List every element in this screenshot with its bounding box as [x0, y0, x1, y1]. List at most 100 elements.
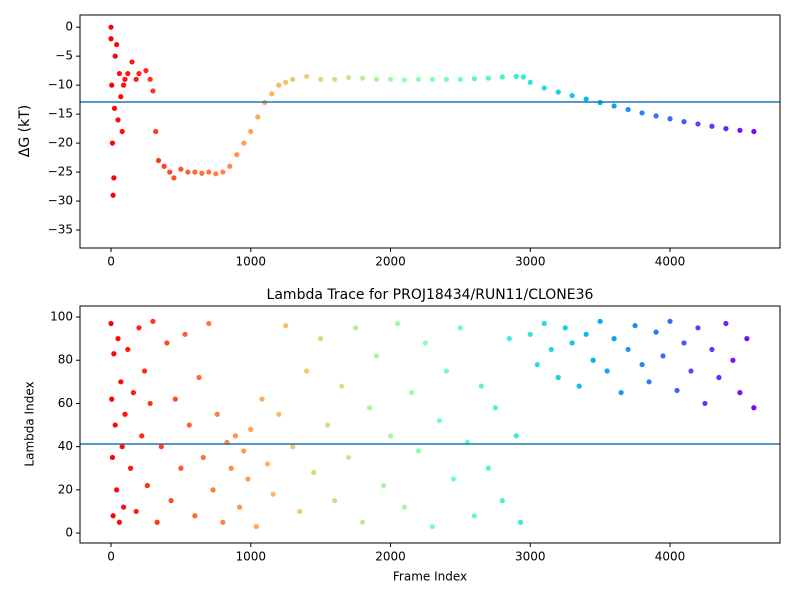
point — [541, 85, 547, 91]
point — [485, 75, 491, 81]
point — [255, 114, 261, 120]
x-tick-label: 1000 — [235, 550, 266, 564]
point — [110, 513, 116, 519]
point — [119, 444, 125, 450]
chart-title: Lambda Trace for PROJ18434/RUN11/CLONE36 — [267, 287, 594, 303]
point — [196, 374, 202, 381]
point — [236, 504, 243, 510]
point — [625, 106, 631, 113]
point — [597, 318, 603, 324]
point — [611, 336, 617, 342]
point — [127, 465, 134, 471]
point — [604, 368, 610, 374]
point — [290, 444, 296, 450]
x-tick-label: 4000 — [655, 550, 686, 564]
point — [625, 346, 631, 353]
y-tick-label: −25 — [48, 165, 73, 179]
point — [304, 73, 310, 80]
point — [429, 523, 436, 530]
point — [429, 76, 436, 82]
y-axis-label: Lambda Index — [23, 381, 37, 466]
point — [186, 422, 192, 428]
point — [611, 103, 617, 109]
point — [730, 357, 736, 363]
y-tick-label: −5 — [55, 49, 73, 63]
point — [147, 76, 153, 82]
point — [744, 336, 750, 342]
point — [182, 331, 188, 337]
x-tick-label: 0 — [107, 255, 115, 269]
point — [366, 405, 373, 411]
point — [297, 508, 303, 515]
axes-frame — [79, 14, 781, 249]
x-tick-label: 3000 — [515, 255, 546, 269]
y-tick-label: 40 — [58, 439, 73, 453]
point — [264, 461, 271, 467]
x-tick-label: 2000 — [375, 255, 406, 269]
point — [118, 94, 124, 100]
point — [457, 325, 463, 331]
point — [373, 76, 380, 82]
point — [192, 513, 198, 519]
x-tick-label: 0 — [107, 550, 115, 564]
point — [185, 169, 191, 175]
point — [214, 411, 220, 417]
y-tick-label: 100 — [50, 310, 73, 324]
point — [153, 128, 159, 135]
point — [155, 157, 162, 164]
point — [339, 383, 345, 389]
point — [109, 140, 116, 146]
point — [311, 469, 317, 476]
point — [681, 340, 687, 346]
point — [110, 192, 116, 198]
point — [380, 482, 387, 489]
point — [150, 318, 156, 324]
point — [283, 323, 289, 329]
point — [569, 340, 575, 346]
point — [555, 89, 561, 95]
point — [709, 123, 715, 129]
point — [241, 448, 247, 454]
point — [443, 368, 450, 374]
point — [394, 320, 401, 327]
point — [401, 504, 408, 510]
point — [702, 400, 708, 407]
point — [112, 422, 118, 428]
y-tick-label: 0 — [65, 526, 73, 540]
point — [116, 70, 123, 77]
point — [122, 411, 128, 417]
point — [548, 346, 554, 353]
point — [737, 127, 743, 133]
point — [118, 379, 124, 385]
point — [276, 82, 282, 88]
point — [115, 336, 121, 342]
point — [471, 76, 477, 82]
point — [290, 76, 296, 82]
point — [253, 523, 259, 530]
point — [517, 519, 524, 525]
point — [178, 465, 184, 471]
point — [130, 390, 136, 396]
point — [143, 68, 149, 74]
point — [751, 405, 757, 411]
point — [116, 519, 123, 525]
point — [213, 171, 219, 177]
axes-frame — [79, 305, 781, 544]
point — [158, 444, 164, 450]
y-tick-label: 0 — [65, 20, 73, 34]
point — [562, 325, 568, 331]
point — [737, 390, 743, 396]
x-axis-label: Frame Index — [393, 570, 467, 584]
point — [520, 74, 526, 80]
point — [527, 79, 533, 85]
point — [206, 320, 212, 327]
point — [583, 331, 589, 337]
point — [513, 73, 519, 80]
point — [569, 92, 575, 99]
point — [352, 325, 359, 331]
point — [639, 110, 645, 116]
point — [114, 487, 120, 493]
point — [436, 418, 443, 424]
x-tick-label: 1000 — [235, 255, 266, 269]
point — [119, 128, 125, 135]
